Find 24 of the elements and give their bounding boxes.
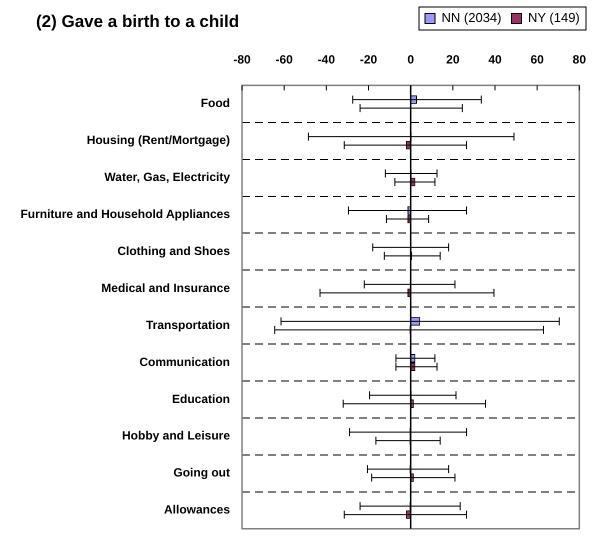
y-tick-label: Education: [172, 392, 230, 406]
x-tick-label: 80: [572, 52, 586, 67]
chart-title: (2) Gave a birth to a child: [36, 12, 240, 32]
y-tick-label: Water, Gas, Electricity: [104, 170, 230, 184]
x-tick-label: 60: [530, 52, 544, 67]
y-tick-label: Housing (Rent/Mortgage): [86, 133, 230, 148]
y-tick-label: Clothing and Shoes: [117, 244, 230, 258]
y-tick-label: Allowances: [164, 502, 230, 517]
y-tick-label: Transportation: [146, 318, 230, 332]
x-tick-label: 40: [488, 52, 502, 67]
x-tick-label: -60: [276, 52, 294, 67]
y-tick-label: Furniture and Household Appliances: [20, 207, 230, 222]
x-tick-label: -40: [318, 52, 336, 67]
y-tick-label: Communication: [139, 354, 230, 369]
legend-label: NY (149): [528, 10, 580, 26]
y-tick-label: Medical and Insurance: [101, 280, 230, 295]
x-tick-label: -20: [360, 52, 378, 67]
y-tick-label: Hobby and Leisure: [122, 428, 230, 443]
y-tick-label: Going out: [173, 466, 230, 480]
x-tick-label: 20: [446, 52, 460, 67]
x-tick-label: 0: [407, 52, 414, 67]
x-tick-label: -80: [233, 52, 252, 67]
legend-label: NN (2034): [442, 10, 502, 26]
y-tick-label: Food: [200, 96, 230, 110]
